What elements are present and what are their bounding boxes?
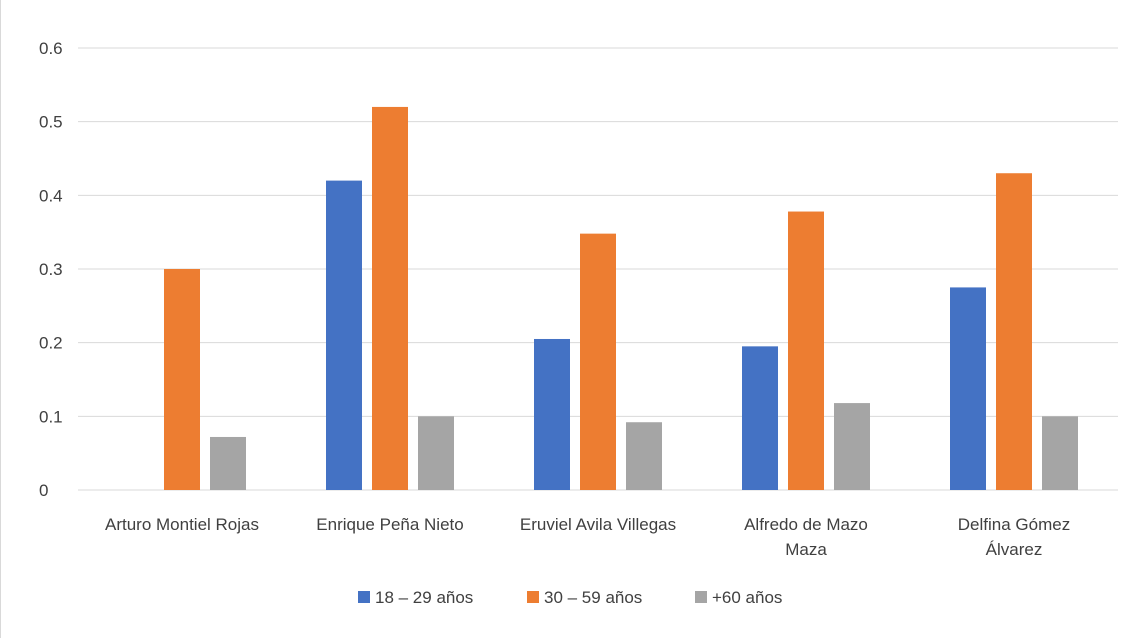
y-tick-label: 0.1 xyxy=(39,407,63,426)
bar xyxy=(210,436,246,490)
x-category-label: Delfina Gómez xyxy=(958,515,1070,534)
legend-label: 18 – 29 años xyxy=(375,588,473,607)
bar xyxy=(164,269,200,490)
x-category-label: Arturo Montiel Rojas xyxy=(105,515,259,534)
y-tick-label: 0.3 xyxy=(39,260,63,279)
bar xyxy=(580,233,616,490)
bar xyxy=(534,338,570,490)
y-tick-label: 0.4 xyxy=(39,186,63,205)
x-axis-category-labels: Arturo Montiel Rojas Enrique Peña Nieto Er… xyxy=(105,515,1070,559)
legend: 18 – 29 años 30 – 59 años +60 años xyxy=(358,588,782,607)
bar xyxy=(372,106,408,490)
y-tick-label: 0 xyxy=(39,481,48,500)
bar xyxy=(742,346,778,490)
x-category-label: Eruviel Avila Villegas xyxy=(520,515,676,534)
bar xyxy=(626,422,662,490)
bar xyxy=(326,180,362,490)
legend-swatch xyxy=(695,591,707,603)
legend-label: 30 – 59 años xyxy=(544,588,642,607)
x-category-label: Alfredo de Mazo xyxy=(744,515,868,534)
x-category-label: Álvarez xyxy=(986,540,1043,559)
x-category-label: Maza xyxy=(785,540,827,559)
legend-swatch xyxy=(527,591,539,603)
y-tick-label: 0.6 xyxy=(39,39,63,58)
bar xyxy=(834,403,870,490)
bar xyxy=(788,211,824,491)
bar xyxy=(950,287,986,490)
x-category-label: Enrique Peña Nieto xyxy=(316,515,463,534)
y-tick-label: 0.5 xyxy=(39,113,63,132)
legend-swatch xyxy=(358,591,370,603)
bar xyxy=(1042,416,1078,490)
bar xyxy=(418,416,454,490)
legend-label: +60 años xyxy=(712,588,782,607)
y-axis-tick-labels: 0 0.1 0.2 0.3 0.4 0.5 0.6 xyxy=(39,39,63,500)
bars xyxy=(164,106,1078,491)
y-tick-label: 0.2 xyxy=(39,334,63,353)
bar xyxy=(996,173,1032,490)
